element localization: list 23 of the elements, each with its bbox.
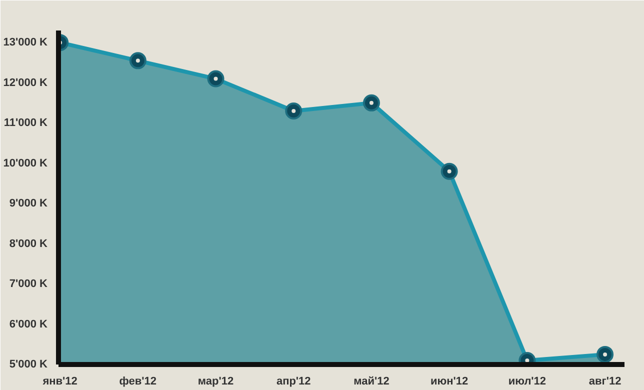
x-tick-label: фев'12 <box>119 376 157 388</box>
point <box>362 94 380 112</box>
x-tick-label: июл'12 <box>508 376 546 388</box>
x-tick-label: июн'12 <box>430 376 468 388</box>
y-tick-label: 10'000 K <box>3 157 48 170</box>
point <box>129 52 146 70</box>
point <box>596 346 614 363</box>
y-tick-label: 9'000 K <box>9 198 48 210</box>
x-tick-label: авг'12 <box>588 376 622 388</box>
x-tick-label: мар'12 <box>198 376 234 388</box>
x-tick-label: апр'12 <box>276 376 311 388</box>
y-tick-label: 8'000 K <box>9 238 48 250</box>
x-tick-label: май'12 <box>354 376 390 388</box>
y-tick-label: 7'000 K <box>9 278 48 290</box>
y-tick-label: 6'000 K <box>9 318 48 330</box>
y-tick-label: 5'000 K <box>9 358 48 370</box>
point <box>285 102 302 120</box>
x-tick-label: янв'12 <box>42 376 78 388</box>
y-tick-label: 11'000 K <box>4 117 48 130</box>
y-tick-label: 13'000 K <box>3 36 48 49</box>
point <box>440 162 458 180</box>
point <box>207 70 224 88</box>
y-tick-label: 12'000 K <box>3 76 48 89</box>
